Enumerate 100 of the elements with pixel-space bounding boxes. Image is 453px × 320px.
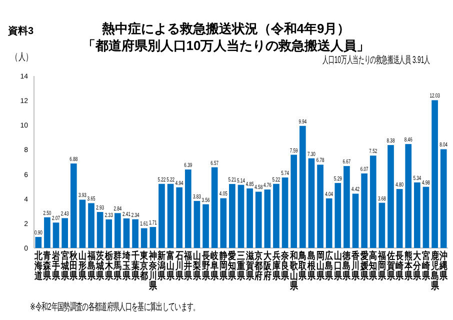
x-tick-label: 広島県: [324, 250, 334, 282]
x-tick-label: 神奈川県: [148, 250, 158, 292]
x-tick-label: 兵庫県: [271, 250, 282, 282]
bar: [52, 222, 60, 248]
x-tick-label: 奈良県: [280, 250, 290, 282]
x-tick-label: 静岡県: [218, 250, 228, 282]
bar: [194, 200, 200, 248]
text: 人口10万人当たりの救急搬送人員 3.91人: [322, 54, 430, 66]
bar: [246, 188, 253, 248]
x-tick-label: 京都府: [254, 250, 263, 282]
bar: [88, 203, 94, 248]
bar: [432, 100, 438, 248]
bar: [290, 154, 298, 248]
bar: [405, 144, 412, 248]
x-tick-label: 岩手県: [51, 250, 61, 282]
x-tick-label: 鳥取県: [298, 250, 308, 282]
bar: [106, 219, 112, 248]
bar: [352, 194, 359, 248]
x-tick-label: 茨城県: [95, 250, 105, 282]
x-tick-label: 岡山県: [315, 250, 326, 282]
x-tick-label: 徳島県: [342, 250, 352, 282]
bar: [255, 192, 262, 248]
bar: [62, 218, 68, 248]
x-tick-label: 石川県: [174, 250, 184, 282]
text: ※令和2年国勢調査の各都道府県人口を基に算出しています。: [30, 300, 200, 312]
x-tick-label: 山口県: [333, 250, 343, 282]
x-tick-label: 大分県: [412, 250, 422, 282]
bar: [317, 164, 324, 248]
y-axis-title: （人）: [11, 50, 33, 62]
bar: [370, 156, 376, 248]
x-tick-label: 大阪府: [262, 250, 272, 282]
bar: [299, 126, 306, 248]
x-tick-label: 山形県: [78, 250, 88, 282]
bar: [176, 187, 183, 248]
x-tick-label: 愛媛県: [359, 250, 370, 282]
bar: [123, 218, 130, 248]
chart-title: 熱中症による救急搬送状況（令和4年9月）: [100, 21, 350, 36]
x-tick-label: 愛知県: [227, 250, 238, 282]
bar: [167, 184, 174, 248]
x-tick-label: 福井県: [183, 250, 194, 282]
bar: [150, 226, 156, 248]
x-tick-label: 高知県: [368, 250, 378, 282]
x-tick-label: 佐賀県: [386, 250, 396, 282]
bar: [326, 198, 332, 248]
x-tick-label: 長野県: [200, 250, 211, 282]
bar: [35, 236, 42, 248]
x-tick-label: 熊本県: [404, 250, 414, 282]
bar: [44, 217, 50, 248]
x-tick-label: 沖縄県: [438, 250, 448, 282]
bar: [229, 184, 236, 248]
bar: [422, 186, 430, 248]
text: 資料3: [7, 25, 34, 37]
bar: [238, 184, 244, 248]
bar: [211, 167, 218, 248]
bar: [282, 177, 288, 248]
x-tick-label: 山梨県: [192, 250, 202, 282]
bar: [132, 219, 138, 248]
x-tick-label: 福島県: [86, 250, 96, 282]
x-tick-label: 滋賀県: [244, 250, 255, 282]
bar: [344, 166, 350, 248]
bar: [70, 163, 77, 248]
bar: [202, 204, 209, 248]
bar: [79, 200, 86, 248]
bar: [361, 173, 368, 248]
x-tick-label: 長崎県: [394, 250, 404, 282]
x-tick-label: 秋田県: [68, 250, 78, 282]
x-tick-label: 岐阜県: [210, 250, 220, 282]
bar: [388, 145, 394, 248]
x-tick-label: 富山県: [166, 250, 176, 282]
bar: [220, 198, 227, 248]
x-tick-label: 和歌山県: [288, 250, 299, 292]
x-tick-label: 三重県: [236, 250, 246, 282]
x-tick-label: 東京都: [139, 250, 149, 282]
chart-subtitle: 「都道府県別人口10万人当たりの救急搬送人員」: [82, 38, 370, 53]
bar: [440, 149, 447, 248]
x-tick-label: 島根県: [306, 250, 316, 282]
bar: [414, 182, 420, 248]
x-tick-label: 福岡県: [377, 250, 387, 282]
bar: [114, 213, 121, 248]
bar: [308, 158, 315, 248]
x-tick-label: 千葉県: [130, 250, 140, 282]
x-tick-label: 新潟県: [156, 250, 167, 282]
bar: [184, 169, 192, 248]
bar: [273, 184, 280, 248]
bar: [396, 189, 403, 248]
x-tick-label: 鹿児島県: [430, 250, 440, 292]
bar: [378, 202, 386, 248]
x-tick-label: 宮城県: [60, 250, 70, 282]
x-tick-label: 群馬県: [112, 250, 123, 282]
bar: [140, 228, 148, 248]
x-tick-label: 香川県: [350, 250, 360, 282]
bar: [264, 190, 271, 248]
x-tick-label: 宮崎県: [421, 250, 431, 282]
bar: [334, 183, 342, 248]
bar: [158, 184, 165, 248]
x-tick-label: 栃木県: [104, 250, 114, 282]
x-tick-label: 青森県: [42, 250, 52, 282]
x-tick-label: 埼玉県: [122, 250, 132, 282]
x-tick-label: 北海道: [34, 250, 44, 282]
bar: [96, 212, 104, 248]
